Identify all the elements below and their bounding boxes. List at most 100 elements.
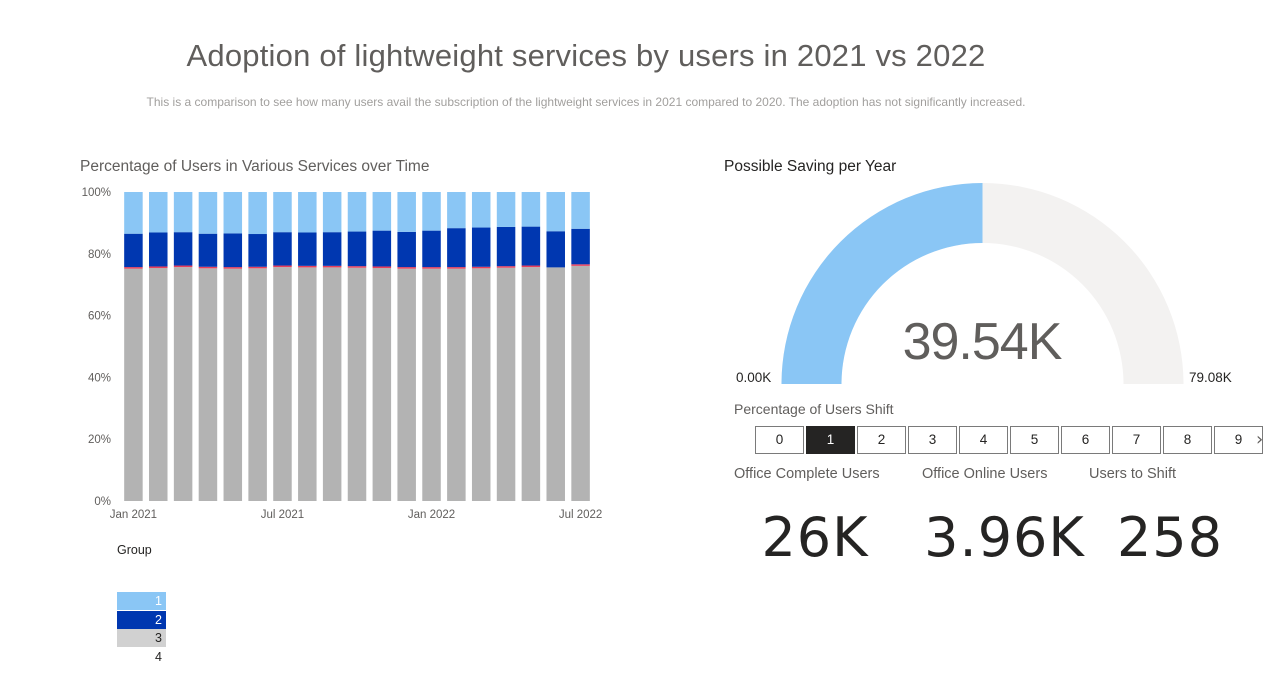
card-value-office-online: 3.96K xyxy=(924,506,1085,569)
bar-segment-group-4[interactable] xyxy=(422,267,441,269)
slicer-option-1[interactable]: 1 xyxy=(806,426,855,454)
legend-item-4[interactable]: 4 xyxy=(155,649,162,664)
bar-segment-group-4[interactable] xyxy=(521,265,541,268)
stacked-bar-chart[interactable]: 0% 20% 40% 60% 80% 100% Jan 2021 Jul 2021 Jan 20… xyxy=(0,0,640,540)
bar-segment-group-2[interactable] xyxy=(397,231,416,268)
bar-segment-group-1[interactable] xyxy=(198,192,218,234)
bar-segment-group-4[interactable] xyxy=(173,265,193,268)
slicer-option-4[interactable]: 4 xyxy=(959,426,1008,454)
y-tick-label: 80% xyxy=(88,249,111,261)
bar-segment-group-1[interactable] xyxy=(124,192,143,234)
bar-segment-group-1[interactable] xyxy=(347,192,367,232)
bar-segment-group-1[interactable] xyxy=(546,192,565,232)
bar-segment-group-4[interactable] xyxy=(223,267,243,269)
bar-segment-group-1[interactable] xyxy=(248,192,267,235)
bar-segment-group-2[interactable] xyxy=(173,232,193,266)
bar-segment-group-4[interactable] xyxy=(397,267,416,269)
bar-segment-group-4[interactable] xyxy=(248,266,267,269)
slicer-option-7[interactable]: 7 xyxy=(1112,426,1161,454)
bar-segment-group-3[interactable] xyxy=(347,267,367,501)
bar-segment-group-4[interactable] xyxy=(273,265,292,268)
bar-segment-group-3[interactable] xyxy=(571,265,590,501)
bar-segment-group-2[interactable] xyxy=(571,228,590,265)
bar-segment-group-1[interactable] xyxy=(496,192,516,227)
bar-segment-group-2[interactable] xyxy=(546,231,565,268)
legend-item-1[interactable]: 1 xyxy=(117,592,166,610)
bar-segment-group-4[interactable] xyxy=(322,265,342,268)
bar-segment-group-3[interactable] xyxy=(273,267,292,501)
legend-item-2[interactable]: 2 xyxy=(117,610,166,629)
bar-segment-group-2[interactable] xyxy=(521,226,541,266)
bar-chart-title: Percentage of Users in Various Services … xyxy=(80,158,430,175)
bar-segment-group-4[interactable] xyxy=(496,266,516,268)
slicer-option-9[interactable]: 9 xyxy=(1214,426,1263,454)
bar-segment-group-1[interactable] xyxy=(223,192,243,234)
bar-segment-group-3[interactable] xyxy=(422,268,441,501)
bar-segment-group-2[interactable] xyxy=(347,231,367,267)
bar-segment-group-2[interactable] xyxy=(223,233,243,268)
bar-segment-group-1[interactable] xyxy=(521,192,541,227)
bar-segment-group-4[interactable] xyxy=(372,266,392,269)
bar-segment-group-4[interactable] xyxy=(124,267,143,269)
bar-segment-group-4[interactable] xyxy=(298,265,317,268)
bar-segment-group-3[interactable] xyxy=(471,268,491,501)
gauge-fill[interactable] xyxy=(781,183,983,384)
bar-segment-group-2[interactable] xyxy=(149,232,168,267)
slicer-option-3[interactable]: 3 xyxy=(908,426,957,454)
bar-segment-group-2[interactable] xyxy=(372,230,392,267)
bar-segment-group-1[interactable] xyxy=(173,192,193,233)
bar-segment-group-3[interactable] xyxy=(521,267,541,501)
bar-segment-group-2[interactable] xyxy=(248,234,267,267)
bar-segment-group-4[interactable] xyxy=(447,267,466,269)
bar-segment-group-4[interactable] xyxy=(198,266,218,269)
bar-segment-group-3[interactable] xyxy=(546,267,565,501)
bar-segment-group-3[interactable] xyxy=(173,267,193,501)
bar-segment-group-2[interactable] xyxy=(273,232,292,266)
bar-segment-group-3[interactable] xyxy=(397,268,416,501)
slicer-option-8[interactable]: 8 xyxy=(1163,426,1212,454)
bar-segment-group-1[interactable] xyxy=(322,192,342,233)
bar-segment-group-1[interactable] xyxy=(571,192,590,229)
slicer-option-6[interactable]: 6 xyxy=(1061,426,1110,454)
gauge-chart[interactable] xyxy=(0,0,1283,400)
slicer-option-2[interactable]: 2 xyxy=(857,426,906,454)
bar-segment-group-1[interactable] xyxy=(422,192,441,231)
x-tick-label: Jul 2021 xyxy=(261,509,304,521)
bar-segment-group-2[interactable] xyxy=(198,233,218,267)
bar-segment-group-1[interactable] xyxy=(397,192,416,232)
bar-segment-group-2[interactable] xyxy=(447,228,466,268)
bar-segment-group-4[interactable] xyxy=(571,264,590,266)
bar-segment-group-3[interactable] xyxy=(149,268,168,501)
bar-segment-group-2[interactable] xyxy=(124,233,143,268)
bar-segment-group-2[interactable] xyxy=(322,232,342,266)
bar-segment-group-3[interactable] xyxy=(372,268,392,501)
bar-segment-group-3[interactable] xyxy=(298,267,317,501)
bar-segment-group-1[interactable] xyxy=(149,192,168,233)
bar-segment-group-1[interactable] xyxy=(273,192,292,233)
bar-segment-group-3[interactable] xyxy=(223,268,243,501)
bar-segment-group-3[interactable] xyxy=(124,268,143,501)
bar-segment-group-4[interactable] xyxy=(149,266,168,269)
bar-segment-group-4[interactable] xyxy=(471,266,491,269)
bar-segment-group-3[interactable] xyxy=(496,267,516,501)
card-label-users-to-shift: Users to Shift xyxy=(1089,466,1177,482)
slicer-option-5[interactable]: 5 xyxy=(1010,426,1059,454)
slicer-option-0[interactable]: 0 xyxy=(755,426,804,454)
x-tick-label: Jan 2021 xyxy=(110,509,157,521)
legend-item-3[interactable]: 3 xyxy=(117,629,166,647)
bar-segment-group-1[interactable] xyxy=(372,192,392,231)
chevron-right-icon[interactable]: › xyxy=(1256,429,1264,450)
bar-segment-group-3[interactable] xyxy=(322,267,342,501)
bar-segment-group-2[interactable] xyxy=(471,227,491,267)
legend-title: Group xyxy=(117,543,152,557)
bar-segment-group-2[interactable] xyxy=(422,230,441,268)
bar-segment-group-1[interactable] xyxy=(471,192,491,228)
bar-segment-group-3[interactable] xyxy=(198,268,218,501)
bar-segment-group-1[interactable] xyxy=(298,192,317,233)
bar-segment-group-1[interactable] xyxy=(447,192,466,229)
bar-segment-group-4[interactable] xyxy=(347,266,367,268)
bar-segment-group-3[interactable] xyxy=(447,268,466,501)
bar-segment-group-2[interactable] xyxy=(496,226,516,267)
bar-segment-group-3[interactable] xyxy=(248,268,267,501)
bar-segment-group-2[interactable] xyxy=(298,232,317,266)
